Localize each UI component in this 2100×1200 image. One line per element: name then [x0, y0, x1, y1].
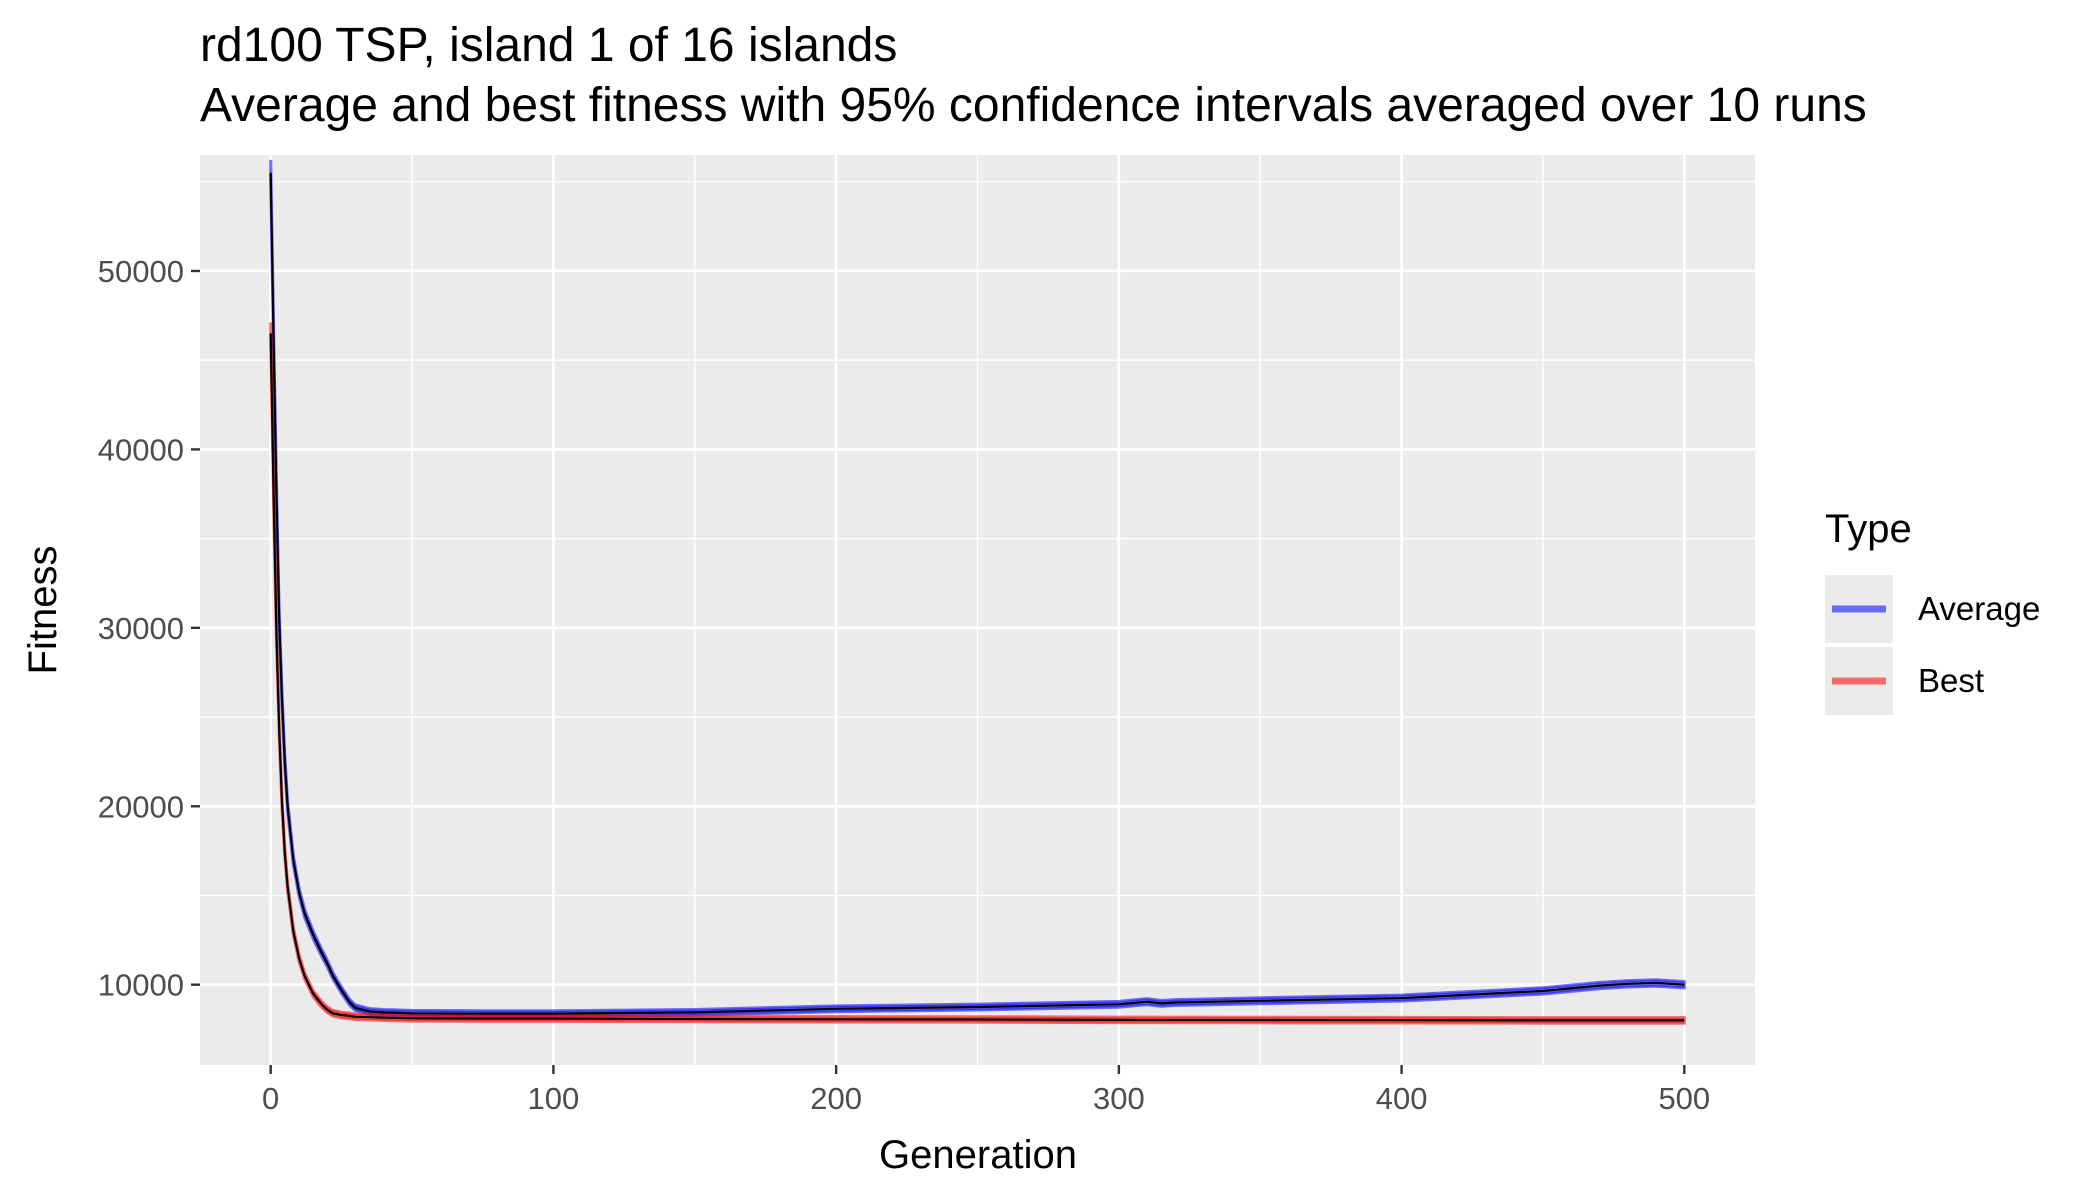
ci-band-best — [269, 322, 1686, 1025]
legend: Type Average Best — [1825, 507, 2040, 715]
x-tick-label: 200 — [810, 1081, 862, 1116]
confidence-bands — [269, 159, 1686, 1025]
chart-subtitle: Average and best fitness with 95% confid… — [200, 79, 1867, 132]
x-tick-label: 100 — [528, 1081, 580, 1116]
y-tick-label: 10000 — [98, 968, 184, 1003]
grid-major — [200, 155, 1755, 1065]
x-tick-label: 0 — [262, 1081, 279, 1116]
y-tick-label: 40000 — [98, 432, 184, 467]
chart-title: rd100 TSP, island 1 of 16 islands — [200, 19, 898, 72]
x-tick-label: 500 — [1658, 1081, 1710, 1116]
legend-label-average: Average — [1918, 590, 2040, 627]
series-line-best — [269, 333, 1685, 1022]
series-lines — [269, 172, 1685, 1022]
x-axis: 0 100 200 300 400 500 — [262, 1065, 1710, 1116]
x-tick-label: 400 — [1376, 1081, 1428, 1116]
x-axis-label: Generation — [879, 1133, 1077, 1177]
x-tick-label: 300 — [1093, 1081, 1145, 1116]
y-tick-label: 50000 — [98, 254, 184, 289]
legend-label-best: Best — [1918, 662, 1984, 699]
y-axis: 10000 20000 30000 40000 50000 — [98, 254, 200, 1003]
grid-minor — [200, 155, 1755, 1065]
ci-band-average — [269, 159, 1686, 1018]
y-tick-label: 30000 — [98, 611, 184, 646]
y-tick-label: 20000 — [98, 789, 184, 824]
series-line-average — [269, 172, 1685, 1015]
y-axis-label: Fitness — [21, 546, 65, 675]
legend-title: Type — [1825, 507, 1912, 551]
